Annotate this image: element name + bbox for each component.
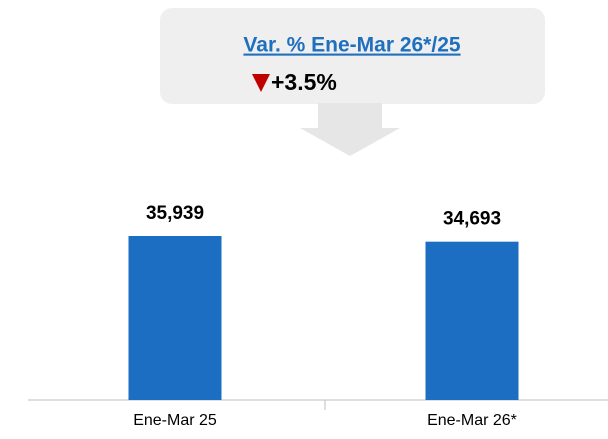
callout-value: +3.5% (271, 69, 337, 95)
x-tick-label: Ene-Mar 25 (133, 412, 217, 429)
value-label: 34,693 (443, 209, 501, 230)
callout-title: Var. % Ene-Mar 26*/25 (243, 34, 460, 57)
value-label: 35,939 (146, 203, 204, 224)
bar (425, 241, 519, 400)
down-triangle-icon (252, 74, 270, 92)
callout-arrow (300, 103, 400, 156)
callout: Var. % Ene-Mar 26*/25 +3.5% (160, 8, 545, 156)
bar (128, 236, 222, 400)
x-tick-label: Ene-Mar 26* (427, 412, 517, 429)
